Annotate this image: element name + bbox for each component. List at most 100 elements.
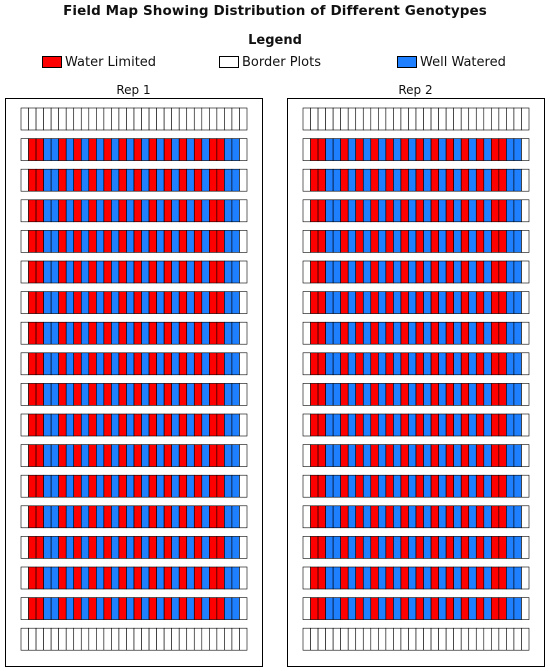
border-plot xyxy=(362,627,372,651)
rep-1-row xyxy=(20,505,248,529)
border-plot xyxy=(216,107,225,131)
water-limited-plot xyxy=(460,597,470,620)
water-limited-plot xyxy=(178,597,188,620)
water-limited-plot xyxy=(178,138,188,161)
well-watered-plot xyxy=(332,383,341,406)
water-limited-plot xyxy=(178,321,188,345)
well-watered-plot xyxy=(468,291,477,314)
border-plot xyxy=(239,474,248,498)
water-limited-plot xyxy=(88,260,97,284)
well-watered-plot xyxy=(362,321,372,345)
well-watered-plot xyxy=(362,597,372,620)
water-limited-plot xyxy=(415,383,424,406)
water-limited-plot xyxy=(133,474,142,498)
well-watered-plot xyxy=(201,230,210,253)
water-limited-plot xyxy=(28,566,37,590)
water-limited-plot xyxy=(415,138,424,161)
water-limited-plot xyxy=(88,536,97,559)
well-watered-plot xyxy=(141,597,150,620)
water-limited-plot xyxy=(400,474,409,498)
well-watered-plot xyxy=(378,536,387,559)
border-plot xyxy=(239,199,248,223)
water-limited-plot xyxy=(400,597,409,620)
water-limited-plot xyxy=(340,597,349,620)
well-watered-plot xyxy=(231,566,240,590)
rep-2-row xyxy=(302,260,530,284)
water-limited-plot xyxy=(355,230,364,253)
rep-1-row xyxy=(20,413,248,437)
well-watered-plot xyxy=(347,505,357,529)
border-plot xyxy=(310,107,319,131)
rep-1-row xyxy=(20,291,248,314)
water-limited-plot xyxy=(209,352,218,376)
well-watered-plot xyxy=(362,505,372,529)
border-plot xyxy=(133,627,142,651)
well-watered-plot xyxy=(50,291,59,314)
water-limited-plot xyxy=(340,383,349,406)
border-plot xyxy=(80,627,90,651)
well-watered-plot xyxy=(224,199,233,223)
well-watered-plot xyxy=(224,260,233,284)
border-plot xyxy=(224,107,233,131)
border-plot xyxy=(186,107,195,131)
well-watered-plot xyxy=(378,321,387,345)
water-limited-plot xyxy=(73,505,82,529)
water-limited-plot xyxy=(317,444,326,467)
water-limited-plot xyxy=(35,199,44,223)
water-limited-plot xyxy=(415,199,424,223)
border-plot xyxy=(521,230,530,253)
border-plot xyxy=(317,107,326,131)
water-limited-plot xyxy=(118,352,127,376)
well-watered-plot xyxy=(347,260,357,284)
water-limited-plot xyxy=(310,536,319,559)
well-watered-plot xyxy=(96,444,105,467)
well-watered-plot xyxy=(43,260,52,284)
water-limited-plot xyxy=(445,474,454,498)
water-limited-plot xyxy=(370,321,379,345)
water-limited-plot xyxy=(460,230,470,253)
well-watered-plot xyxy=(201,352,210,376)
well-watered-plot xyxy=(325,444,334,467)
water-limited-plot xyxy=(460,444,470,467)
well-watered-plot xyxy=(141,321,150,345)
well-watered-plot xyxy=(50,536,59,559)
water-limited-plot xyxy=(370,260,379,284)
water-limited-plot xyxy=(491,597,500,620)
water-limited-plot xyxy=(133,260,142,284)
well-watered-plot xyxy=(231,199,240,223)
well-watered-plot xyxy=(408,536,417,559)
border-plot xyxy=(133,107,142,131)
well-watered-plot xyxy=(80,383,90,406)
well-watered-plot xyxy=(224,383,233,406)
border-plot xyxy=(310,627,319,651)
water-limited-plot xyxy=(430,321,439,345)
rep-1-row xyxy=(20,138,248,161)
well-watered-plot xyxy=(453,199,462,223)
well-watered-plot xyxy=(453,597,462,620)
well-watered-plot xyxy=(186,321,195,345)
well-watered-plot xyxy=(224,597,233,620)
water-limited-plot xyxy=(193,168,203,192)
water-limited-plot xyxy=(430,352,439,376)
water-limited-plot xyxy=(475,321,485,345)
rep-1-row xyxy=(20,444,248,467)
well-watered-plot xyxy=(171,536,180,559)
water-limited-plot xyxy=(491,474,500,498)
well-watered-plot xyxy=(111,505,120,529)
water-limited-plot xyxy=(58,260,67,284)
border-plot xyxy=(302,291,311,314)
water-limited-plot xyxy=(35,505,44,529)
water-limited-plot xyxy=(498,474,507,498)
well-watered-plot xyxy=(408,199,417,223)
border-plot xyxy=(111,107,120,131)
rep-2-row xyxy=(302,352,530,376)
well-watered-plot xyxy=(43,168,52,192)
water-limited-plot xyxy=(475,383,485,406)
well-watered-plot xyxy=(408,168,417,192)
water-limited-plot xyxy=(103,138,112,161)
well-watered-plot xyxy=(468,505,477,529)
water-limited-plot xyxy=(400,230,409,253)
water-limited-plot xyxy=(163,383,172,406)
border-plot xyxy=(28,107,37,131)
well-watered-plot xyxy=(50,230,59,253)
